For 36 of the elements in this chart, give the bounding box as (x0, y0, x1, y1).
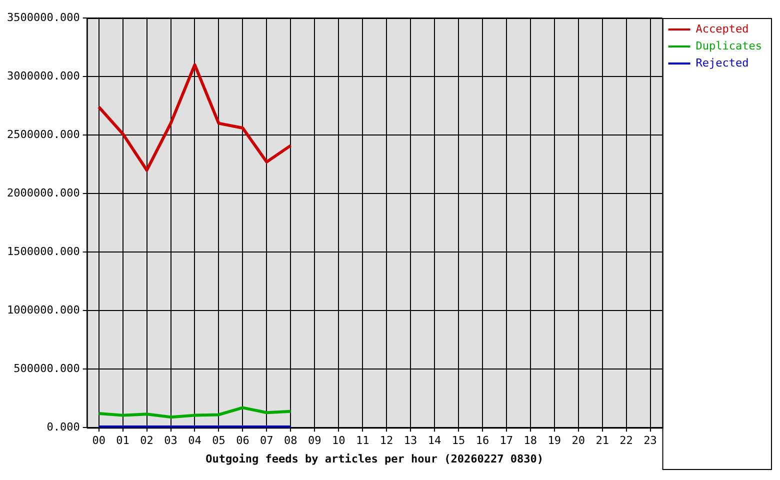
x-tick-label: 20 (572, 434, 585, 448)
x-tick-label: 06 (236, 434, 250, 448)
x-tick-label: 05 (212, 434, 226, 448)
x-tick-label: 04 (188, 434, 202, 448)
x-tick-label: 12 (380, 434, 394, 448)
y-tick-label: 2000000.000 (6, 186, 80, 200)
x-tick-label: 15 (452, 434, 466, 448)
x-tick-label: 02 (140, 434, 154, 448)
x-tick-label: 08 (284, 434, 298, 448)
x-tick-label: 16 (476, 434, 490, 448)
y-tick-label: 1000000.000 (6, 303, 80, 316)
y-tick-label: 3000000.000 (6, 69, 80, 82)
x-axis-title: Outgoing feeds by articles per hour (20260227 0830) (206, 452, 544, 466)
x-tick-label: 10 (332, 434, 346, 448)
x-tick-label: 13 (404, 434, 418, 448)
x-tick-label: 23 (644, 434, 657, 448)
x-tick-label: 11 (356, 434, 370, 448)
legend-label: Duplicates (696, 39, 762, 52)
x-tick-label: 21 (596, 434, 609, 448)
x-tick-label: 19 (548, 434, 562, 448)
x-tick-label: 14 (428, 434, 442, 448)
y-tick-label: 500000.000 (14, 362, 80, 375)
x-tick-label: 09 (308, 434, 322, 448)
x-tick-label: 00 (92, 434, 106, 448)
y-tick-label: 2500000.000 (6, 128, 80, 141)
x-tick-label: 01 (116, 434, 130, 448)
x-tick-label: 22 (620, 434, 633, 448)
legend-label: Rejected (696, 56, 749, 70)
x-tick-label: 07 (260, 434, 274, 448)
y-tick-label: 1500000.000 (6, 244, 80, 258)
y-tick-label: 3500000.000 (6, 10, 80, 24)
y-tick-label: 0.000 (46, 420, 80, 434)
x-tick-label: 03 (164, 434, 178, 448)
x-tick-label: 18 (524, 434, 538, 448)
x-tick-label: 17 (500, 434, 514, 448)
legend-label: Accepted (696, 22, 749, 36)
